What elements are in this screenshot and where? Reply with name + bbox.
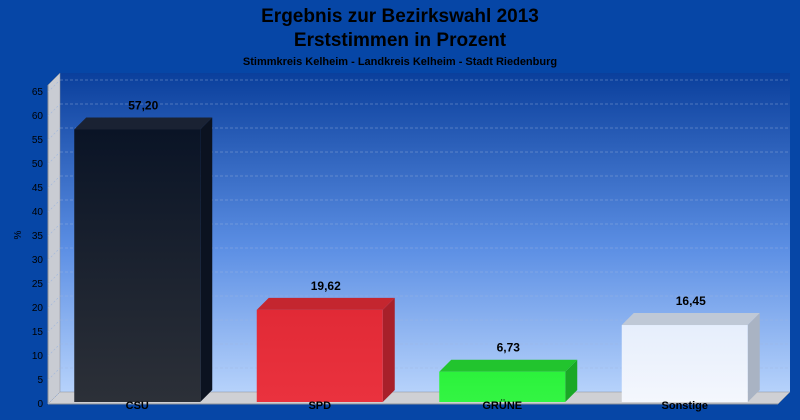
y-tick-label: 25 (32, 279, 44, 290)
gridline-wall (47, 79, 61, 93)
bar-csu: 57,20 (74, 98, 213, 402)
x-tick-label: GRÜNE (482, 399, 522, 412)
gridline-wall (47, 199, 61, 213)
x-tick-label: SPD (308, 400, 331, 412)
gridline-wall (47, 247, 61, 261)
bar-spd: 19,62 (256, 279, 395, 402)
y-tick-label: 35 (32, 231, 44, 242)
bar-front (256, 309, 383, 402)
data-label: 19,62 (311, 279, 341, 293)
y-tick-label: 15 (32, 327, 44, 338)
data-label: 57,20 (128, 98, 158, 112)
bar-grüne: 6,73 (439, 341, 578, 402)
y-tick-label: 55 (32, 135, 44, 146)
x-tick-label: Sonstige (662, 400, 708, 412)
y-tick-label: 50 (32, 159, 44, 170)
bar-side (200, 117, 213, 402)
chart-subsubtitle: Stimmkreis Kelheim - Landkreis Kelheim -… (243, 56, 557, 68)
bar-top (439, 359, 578, 372)
y-axis: 0 5 10 15 20 25 30 35 40 45 50 55 60 65 (32, 87, 44, 410)
chart-subtitle: Erststimmen in Prozent (294, 30, 507, 51)
bar-side (382, 297, 395, 402)
chart-title: Ergebnis zur Bezirkswahl 2013 (261, 6, 539, 27)
left-wall (47, 72, 61, 405)
y-tick-label: 0 (37, 399, 43, 410)
x-axis: CSU SPD GRÜNE Sonstige (126, 399, 708, 412)
bar-top (621, 313, 760, 326)
y-tick-label: 45 (32, 183, 44, 194)
x-tick-label: CSU (126, 400, 149, 412)
y-tick-label: 5 (37, 375, 43, 386)
data-label: 6,73 (497, 341, 521, 355)
y-tick-label: 40 (32, 207, 44, 218)
bar-top (256, 297, 395, 310)
bar-top (74, 117, 213, 130)
gridline-wall (47, 103, 61, 117)
gridline-wall (47, 271, 61, 285)
gridline-wall (47, 391, 61, 405)
y-tick-label: 20 (32, 303, 44, 314)
bar-sonstige: 16,45 (621, 294, 760, 402)
bar-front (439, 371, 566, 402)
gridline-wall (47, 127, 61, 141)
gridline-wall (47, 295, 61, 309)
y-tick-label: 60 (32, 111, 44, 122)
y-tick-label: 65 (32, 87, 44, 98)
y-tick-label: 30 (32, 255, 44, 266)
bar-front (74, 129, 201, 402)
bars: 57,20 19,62 6,73 16,45 (74, 98, 760, 402)
gridline-wall (47, 151, 61, 165)
gridline-wall (47, 223, 61, 237)
gridline-wall (47, 319, 61, 333)
y-axis-label: % (13, 230, 24, 239)
gridline-wall (47, 343, 61, 357)
bar-side (565, 359, 578, 402)
gridline-wall (47, 175, 61, 189)
bar-front (621, 325, 748, 402)
gridline-wall (47, 367, 61, 381)
bar-side (747, 313, 760, 402)
y-tick-label: 10 (32, 351, 44, 362)
data-label: 16,45 (676, 294, 706, 308)
